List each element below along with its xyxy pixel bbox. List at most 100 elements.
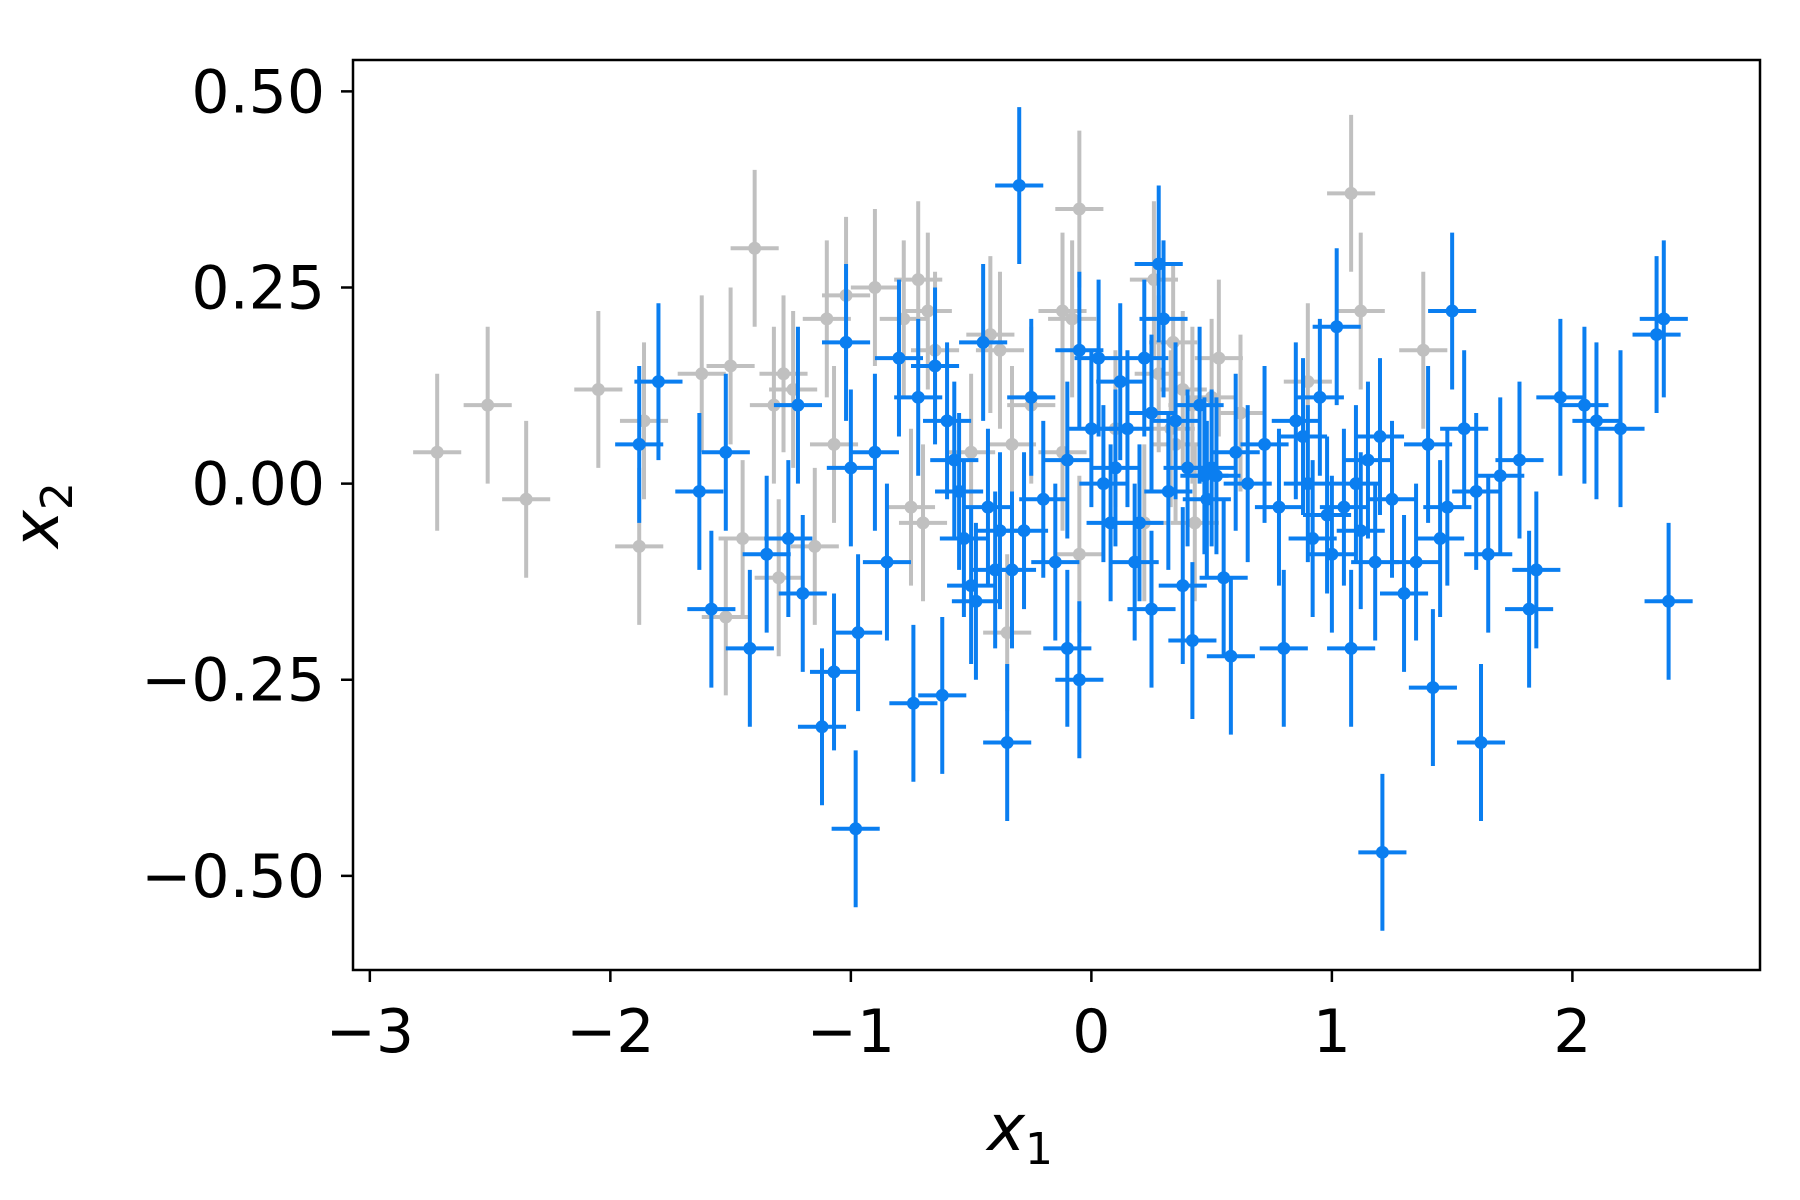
point-marker bbox=[692, 484, 706, 498]
point-marker bbox=[1157, 312, 1171, 326]
point-marker bbox=[1344, 186, 1358, 200]
data-point bbox=[1416, 460, 1465, 617]
data-point bbox=[778, 515, 827, 672]
data-point bbox=[831, 750, 880, 908]
data-point bbox=[886, 428, 936, 586]
point-marker bbox=[791, 398, 805, 412]
point-marker bbox=[808, 539, 822, 553]
data-point bbox=[413, 373, 462, 531]
point-marker bbox=[748, 241, 762, 255]
data-point bbox=[754, 499, 803, 657]
point-marker bbox=[911, 390, 925, 404]
point-marker bbox=[868, 445, 882, 459]
data-point bbox=[1358, 773, 1407, 931]
point-marker bbox=[704, 602, 718, 616]
point-marker bbox=[1137, 351, 1151, 365]
data-point bbox=[903, 232, 952, 390]
y-tick-label: 0.00 bbox=[191, 450, 325, 520]
point-marker bbox=[1096, 477, 1110, 491]
data-point bbox=[1031, 483, 1080, 641]
data-point bbox=[1367, 420, 1417, 578]
point-marker bbox=[1614, 422, 1628, 436]
data-point bbox=[1572, 342, 1621, 500]
point-marker bbox=[1522, 602, 1536, 616]
data-point bbox=[850, 373, 899, 531]
data-point bbox=[1151, 342, 1200, 500]
point-marker bbox=[1481, 547, 1495, 561]
data-point bbox=[850, 209, 899, 366]
point-marker bbox=[1650, 328, 1664, 342]
point-marker bbox=[1258, 437, 1272, 451]
point-marker bbox=[815, 720, 829, 734]
data-point bbox=[1404, 365, 1453, 523]
data-point bbox=[834, 554, 883, 712]
point-marker bbox=[1474, 736, 1488, 749]
point-marker bbox=[1145, 406, 1159, 420]
data-point bbox=[918, 616, 967, 774]
point-marker bbox=[1426, 681, 1440, 695]
data-point bbox=[1495, 381, 1544, 539]
y-tick-label: 0.50 bbox=[191, 57, 325, 127]
data-point bbox=[1639, 240, 1688, 398]
x-tick-label: 0 bbox=[1072, 997, 1110, 1067]
x-tick-label: 1 bbox=[1313, 997, 1351, 1067]
data-point bbox=[1127, 530, 1176, 688]
x-tick-label: −3 bbox=[326, 997, 414, 1067]
point-marker bbox=[1024, 390, 1038, 404]
point-marker bbox=[1272, 500, 1286, 514]
x-axis-label: x1 bbox=[985, 1092, 1053, 1175]
data-point bbox=[615, 365, 664, 523]
point-marker bbox=[1005, 437, 1019, 451]
data-point bbox=[1120, 279, 1169, 437]
data-point bbox=[1644, 522, 1693, 680]
point-marker bbox=[849, 822, 863, 836]
point-marker bbox=[916, 516, 930, 530]
point-marker bbox=[1457, 422, 1471, 436]
point-marker bbox=[921, 304, 935, 318]
data-point bbox=[1254, 428, 1304, 586]
axes-frame bbox=[351, 58, 1762, 972]
point-marker bbox=[796, 586, 810, 600]
data-point bbox=[1295, 318, 1344, 476]
point-marker bbox=[736, 532, 750, 546]
point-marker bbox=[632, 437, 646, 451]
point-marker bbox=[1072, 673, 1086, 687]
data-point bbox=[951, 522, 1000, 680]
point-marker bbox=[1229, 445, 1243, 459]
point-marker bbox=[935, 688, 949, 702]
point-marker bbox=[1108, 461, 1122, 475]
point-marker bbox=[724, 359, 738, 373]
point-marker bbox=[1209, 469, 1223, 483]
data-point bbox=[910, 287, 960, 445]
point-marker bbox=[1005, 563, 1019, 577]
data-point bbox=[742, 475, 791, 633]
point-marker bbox=[591, 382, 605, 396]
data-point bbox=[999, 452, 1049, 610]
point-marker bbox=[1132, 516, 1146, 530]
point-marker bbox=[651, 375, 665, 389]
point-marker bbox=[1060, 453, 1074, 467]
point-marker bbox=[1166, 335, 1180, 349]
data-point bbox=[1560, 326, 1609, 484]
data-point bbox=[1206, 577, 1255, 735]
series-0 bbox=[413, 114, 1448, 712]
point-marker bbox=[868, 281, 882, 294]
point-marker bbox=[719, 445, 733, 459]
point-marker bbox=[981, 500, 995, 514]
data-point bbox=[1343, 381, 1393, 539]
data-point bbox=[1331, 405, 1380, 563]
point-marker bbox=[1445, 304, 1459, 318]
data-point bbox=[1392, 483, 1441, 641]
y-axis-label: x2 bbox=[0, 482, 83, 550]
x-tick-label: 2 bbox=[1553, 997, 1591, 1067]
point-marker bbox=[1368, 555, 1382, 569]
point-marker bbox=[1313, 390, 1327, 404]
point-marker bbox=[1185, 634, 1199, 648]
data-point bbox=[1408, 609, 1457, 767]
data-point bbox=[1055, 601, 1104, 759]
data-point bbox=[773, 326, 822, 484]
data-point bbox=[1211, 373, 1260, 531]
x-axis-ticks: −3 −2 −1 0 1 2 bbox=[326, 970, 1591, 1067]
data-point bbox=[1512, 491, 1561, 649]
